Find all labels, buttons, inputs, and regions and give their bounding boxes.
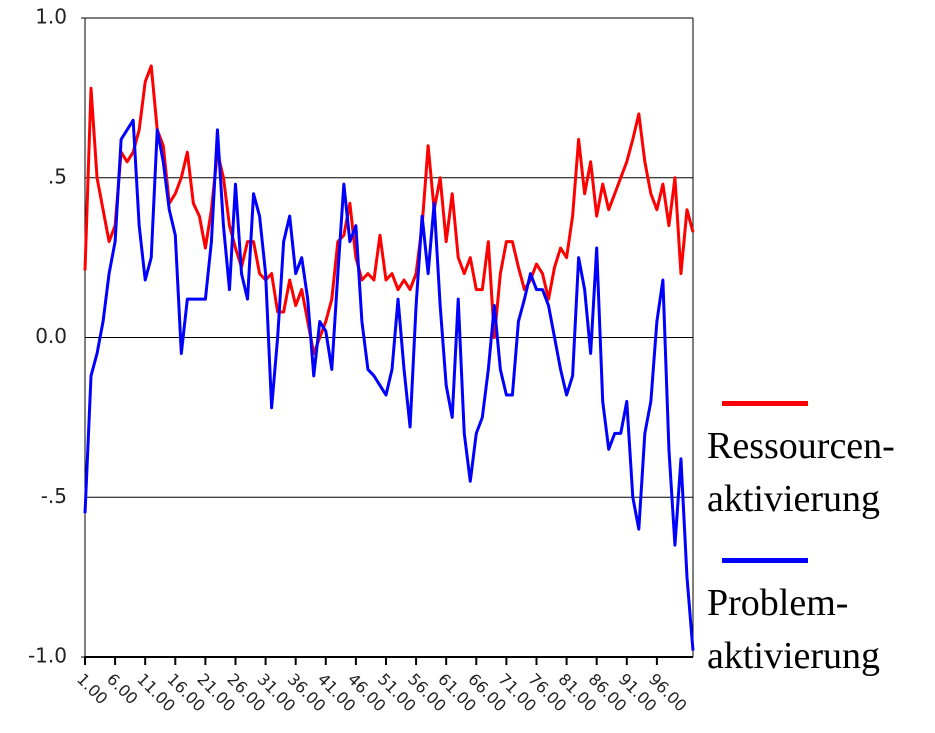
y-tick-label: 1.0 [35,5,67,29]
legend-entry: Problem-aktivierung [707,558,922,683]
y-tick-label: -1.0 [28,644,67,668]
legend-entry: Ressourcen-aktivierung [707,401,922,526]
series-line [83,118,695,651]
x-tick-label: 6.00 [103,670,142,709]
legend-swatch [722,558,808,563]
y-tick-label: -.5 [41,484,67,508]
y-tick-label: .5 [48,164,67,188]
series-line [83,64,695,355]
legend-swatch [722,401,808,406]
legend-label: Problem-aktivierung [707,582,881,677]
x-tick-label: 1.00 [73,670,112,709]
legend-label: Ressourcen-aktivierung [707,425,895,520]
y-tick-label: 0.0 [35,324,67,348]
